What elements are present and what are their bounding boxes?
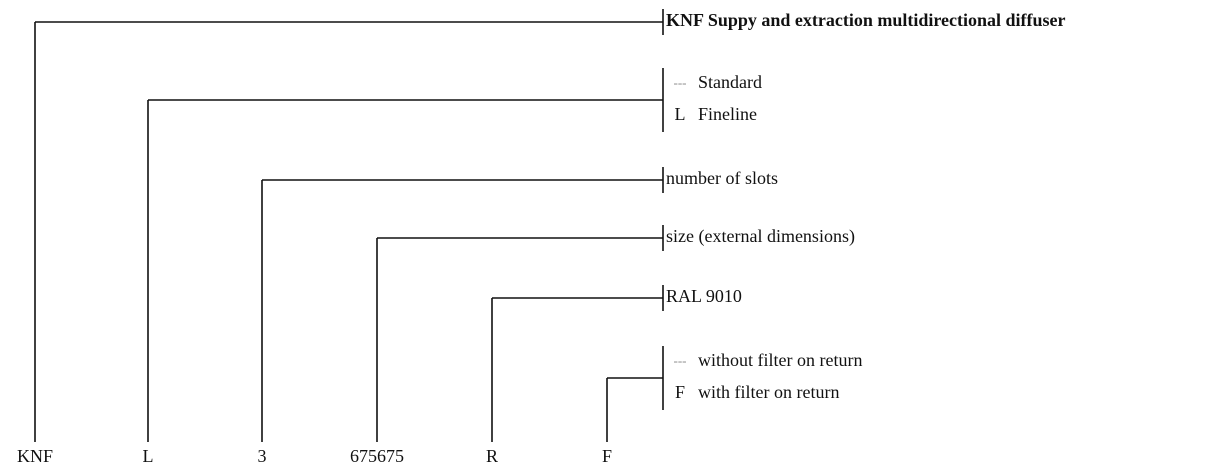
description: number of slots (666, 168, 778, 188)
description: size (external dimensions) (666, 226, 855, 247)
option-label: without filter on return (698, 350, 862, 370)
description: RAL 9010 (666, 286, 742, 306)
option-code-none: --- (674, 75, 687, 90)
code: KNF (17, 446, 53, 466)
description: KNF Suppy and extraction multidirectiona… (666, 10, 1066, 30)
code: L (143, 446, 154, 466)
option-code-none: --- (674, 353, 687, 368)
option-label: with filter on return (698, 382, 839, 402)
option-label: Standard (698, 72, 762, 92)
code: R (486, 446, 498, 466)
option-code: F (675, 382, 685, 402)
code: F (602, 446, 612, 466)
code: 3 (258, 446, 267, 466)
option-label: Fineline (698, 104, 757, 124)
code: 675675 (350, 446, 404, 466)
option-code: L (675, 104, 686, 124)
